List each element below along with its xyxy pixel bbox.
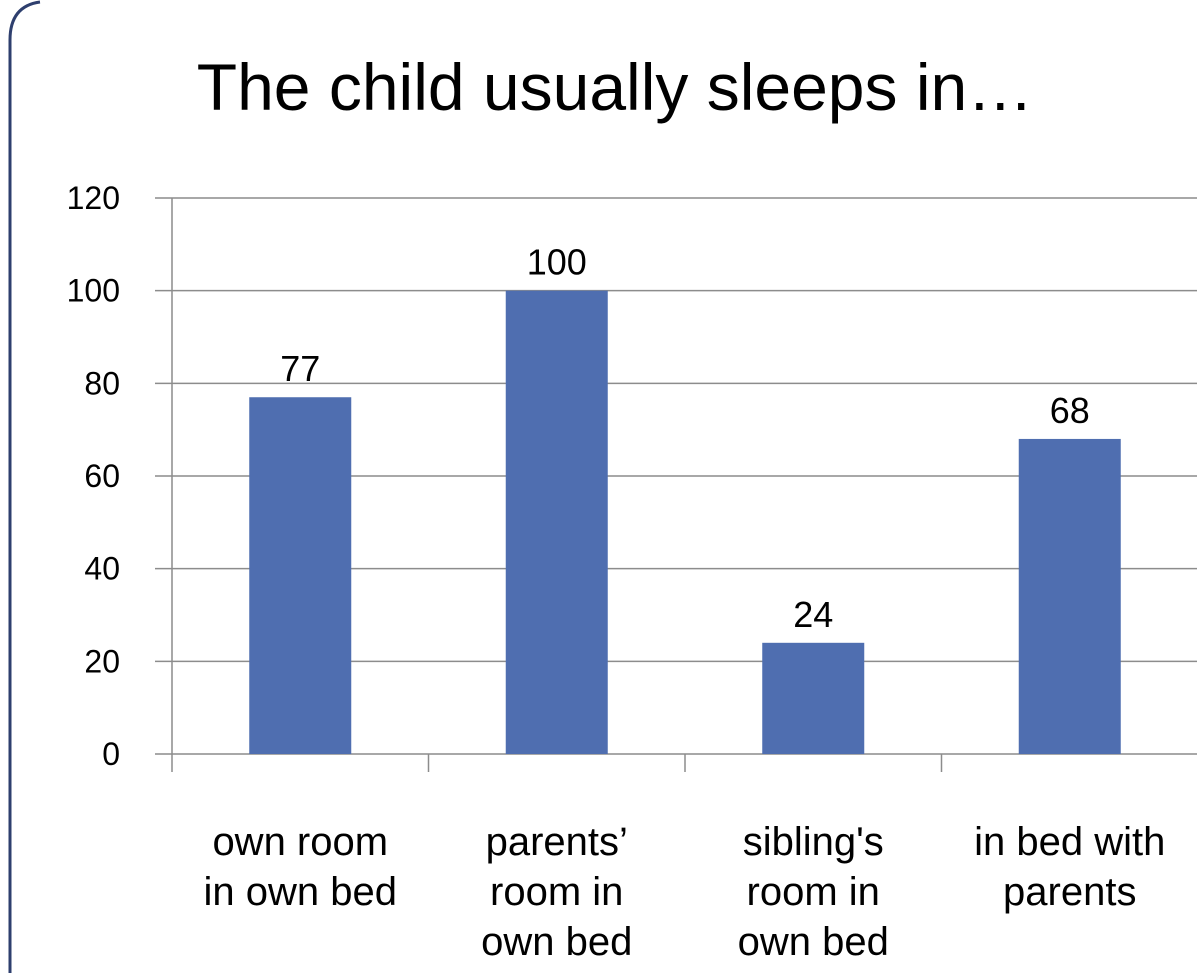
value-label: 77 <box>280 348 320 389</box>
value-label: 24 <box>793 594 833 635</box>
x-tick-label: sibling's room in own bed <box>738 820 889 964</box>
y-tick-label: 0 <box>102 736 120 772</box>
bar <box>505 290 608 754</box>
x-tick-label-line: parents <box>1003 870 1136 914</box>
value-label: 68 <box>1050 390 1090 431</box>
x-tick-label-line: in own bed <box>204 870 397 914</box>
bar <box>1018 438 1121 754</box>
x-tick-label-line: own room <box>212 820 388 864</box>
y-tick-label: 20 <box>84 643 120 679</box>
bar <box>762 642 865 754</box>
y-tick-label: 60 <box>84 458 120 494</box>
y-tick-label: 100 <box>67 273 120 309</box>
y-tick-label: 40 <box>84 551 120 587</box>
x-tick-label-line: sibling's <box>743 820 884 864</box>
x-tick-label: in bed with parents <box>974 820 1165 914</box>
x-tick-label-line: own bed <box>738 920 889 964</box>
bar <box>249 397 352 754</box>
chart-title: The child usually sleeps in… <box>197 50 1033 124</box>
x-tick-label-line: room in <box>490 870 623 914</box>
x-tick-label-line: room in <box>747 870 880 914</box>
y-tick-label: 80 <box>84 365 120 401</box>
x-tick-label-line: in bed with <box>974 820 1165 864</box>
x-tick-label: own room in own bed <box>204 820 397 914</box>
x-tick-label-line: own bed <box>481 920 632 964</box>
frame <box>8 0 41 973</box>
x-tick-label-line: parents’ <box>486 820 628 864</box>
value-label: 100 <box>527 242 587 283</box>
x-tick-label: parents’ room in own bed <box>481 820 632 964</box>
y-tick-label: 120 <box>67 180 120 216</box>
